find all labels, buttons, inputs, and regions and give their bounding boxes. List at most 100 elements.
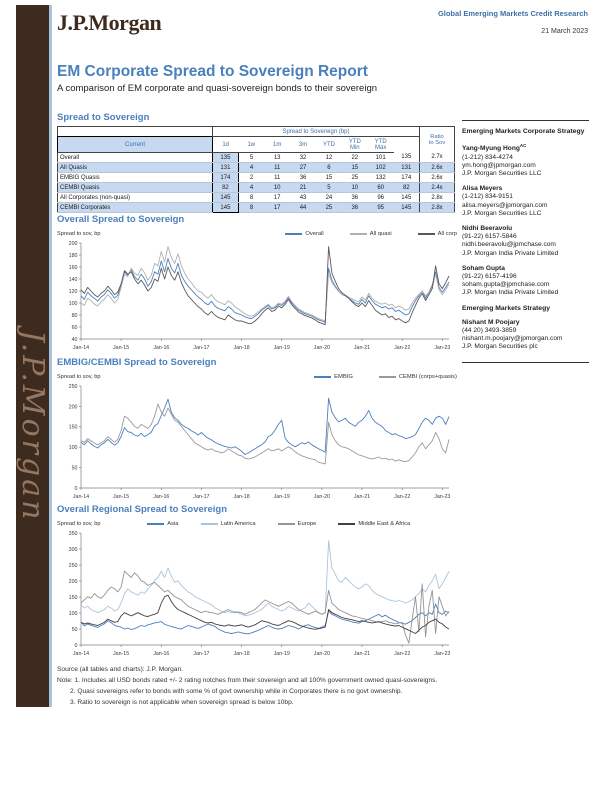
analyst-firm: J.P. Morgan Securities LLC <box>462 209 542 217</box>
svg-text:40: 40 <box>72 337 78 343</box>
chart-title: Overall Regional Spread to Sovereign <box>57 504 227 515</box>
analyst-phone: (1-212) 834-4274 <box>462 153 513 161</box>
value-cell: 102 <box>367 162 394 173</box>
analyst-name: Yang-Myung HongAC <box>462 143 527 153</box>
value-cell: 44 <box>290 202 316 213</box>
brand-side-stripe <box>49 5 52 707</box>
value-cell: 36 <box>290 172 316 183</box>
value-cell: 36 <box>341 192 368 203</box>
legend-item: All quasi <box>349 231 392 237</box>
analyst-block: Alisa Meyers (1-212) 834-9151 alisa.meyers… <box>462 185 589 218</box>
value-cell: 5 <box>316 182 342 193</box>
current-value-cell: 174 <box>212 172 239 183</box>
analyst-name: Nidhi Beeravolu <box>462 225 513 233</box>
legend-line-swatch <box>277 523 295 525</box>
svg-text:140: 140 <box>69 277 78 283</box>
svg-text:Jan-18: Jan-18 <box>233 651 249 657</box>
svg-text:200: 200 <box>69 404 78 410</box>
legend-line-swatch <box>417 233 435 235</box>
chart-header: Spread to sov, bp Asia Latin America Europ… <box>57 519 457 529</box>
analyst-block: Soham Gupta (91-22) 6157-4196 soham.gupta@… <box>462 265 589 298</box>
line-chart-svg: 0 50 100 150 200 250 Jan-14 Jan-15 Jan-16 Jan-17 J… <box>69 384 451 500</box>
value-cell: 8 <box>238 192 265 203</box>
ratio-cell: 2.8x <box>419 202 455 213</box>
page-subtitle: A comparison of EM corporate and quasi-s… <box>57 83 378 94</box>
value-cell: 4 <box>238 182 265 193</box>
legend-item: Europe <box>277 521 316 527</box>
y-axis-label: Spread to sov, bp <box>57 521 101 527</box>
ratio-cell: 2.6x <box>419 172 455 183</box>
value-cell: 21 <box>290 182 316 193</box>
value-cell: 145 <box>393 202 420 213</box>
value-cell: 17 <box>264 202 291 213</box>
svg-text:150: 150 <box>69 425 78 431</box>
analyst-email[interactable]: soham.gupta@jpmchase.com <box>462 281 550 289</box>
svg-text:Jan-19: Jan-19 <box>274 345 290 351</box>
legend-item: EMBIG <box>314 374 353 380</box>
chart-plot-area: 40 60 80 100 120 140 160 180 200 Jan-14 Jan-15 Jan-… <box>57 240 457 357</box>
legend-line-swatch <box>314 376 332 378</box>
svg-text:150: 150 <box>69 595 78 601</box>
analyst-email[interactable]: alisa.meyers@jpmorgan.com <box>462 201 548 209</box>
ratio-cell: 2.7x <box>419 152 455 163</box>
legend-label: All quasi <box>369 231 392 237</box>
svg-text:Jan-16: Jan-16 <box>153 345 169 351</box>
svg-text:80: 80 <box>72 313 78 319</box>
value-cell: 13 <box>264 152 291 163</box>
legend-label: Middle East & Africa <box>358 521 411 527</box>
current-value-cell: 135 <box>212 152 239 163</box>
y-axis-label: Spread to sov, bp <box>57 231 101 237</box>
analyst-firm: J.P. Morgan Securities plc <box>462 343 538 351</box>
svg-text:100: 100 <box>69 611 78 617</box>
legend-item: Latin America <box>200 521 256 527</box>
chart-legend: Overall All quasi All corp <box>285 231 457 237</box>
value-cell: 8 <box>238 202 265 213</box>
analyst-phone: (91-22) 6157-5846 <box>462 233 517 241</box>
value-cell: 12 <box>316 152 342 163</box>
chart-header: Spread to sov, bp EMBIG CEMBI (corps+quas… <box>57 372 457 382</box>
svg-text:Jan-16: Jan-16 <box>153 651 169 657</box>
analyst-name: Soham Gupta <box>462 264 505 272</box>
sidebar-section-heading: Emerging Markets Corporate Strategy <box>462 128 585 135</box>
legend-line-swatch <box>349 233 367 235</box>
value-cell: 32 <box>290 152 316 163</box>
row-label: All Corporates (non-quasi) <box>57 192 213 203</box>
analyst-name: Nishant M Poojary <box>462 318 520 326</box>
svg-text:Jan-14: Jan-14 <box>73 651 89 657</box>
analyst-email[interactable]: ym.hong@jpmorgan.com <box>462 161 536 169</box>
svg-text:Jan-22: Jan-22 <box>394 345 410 351</box>
legend-label: Latin America <box>220 521 256 527</box>
svg-text:180: 180 <box>69 253 78 259</box>
analyst-firm: J.P. Morgan Securities LLC <box>462 170 542 177</box>
svg-text:Jan-17: Jan-17 <box>193 651 209 657</box>
chart-overall-spread: Overall Spread to Sovereign Spread to so… <box>57 214 457 357</box>
legend-line-swatch <box>285 233 303 235</box>
svg-text:250: 250 <box>69 563 78 569</box>
svg-text:Jan-21: Jan-21 <box>354 651 370 657</box>
svg-text:Jan-22: Jan-22 <box>394 494 410 500</box>
svg-text:0: 0 <box>75 486 78 492</box>
y-axis-label: Spread to sov, bp <box>57 374 101 380</box>
value-cell: 15 <box>341 162 368 173</box>
row-label: EMBIG Quasis <box>57 172 213 183</box>
analyst-phone: (44 20) 3493-3859 <box>462 327 517 335</box>
current-value-cell: 145 <box>212 202 239 213</box>
chart-plot-area: 0 50 100 150 200 250 Jan-14 Jan-15 Jan-16 Jan-17 J… <box>57 383 457 506</box>
value-cell: 101 <box>367 152 394 163</box>
header-right: Global Emerging Markets Credit Research … <box>438 9 588 35</box>
value-cell: 4 <box>238 162 265 173</box>
ratio-header-cell: Ratio to Sov <box>419 126 455 153</box>
svg-text:Jan-17: Jan-17 <box>193 345 209 351</box>
analyst-designation: AC <box>519 143 527 149</box>
svg-text:50: 50 <box>72 627 78 633</box>
legend-label: CEMBI (corps+quasis) <box>398 374 457 380</box>
analyst-email[interactable]: nishant.m.poojary@jpmorgan.com <box>462 335 563 343</box>
column-header: 1w <box>238 136 265 153</box>
column-header: 3m <box>290 136 316 153</box>
analyst-email[interactable]: nidhi.beeravolu@jpmchase.com <box>462 241 556 249</box>
footnote: 2. Quasi sovereigns refer to bonds with … <box>70 688 403 695</box>
value-cell: 5 <box>238 152 265 163</box>
svg-text:160: 160 <box>69 265 78 271</box>
svg-text:Jan-16: Jan-16 <box>153 494 169 500</box>
value-cell: 11 <box>264 162 291 173</box>
